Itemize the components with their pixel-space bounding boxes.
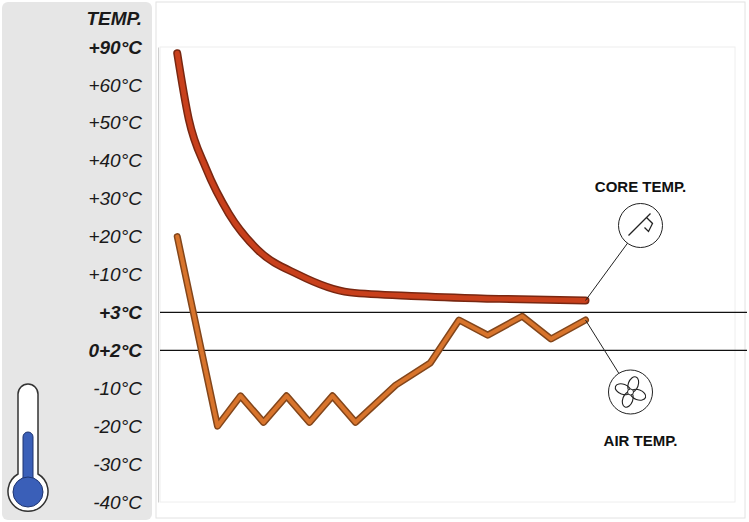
series-outline [177,53,585,300]
series-label: CORE TEMP. [595,178,686,195]
icon-circle [619,204,663,248]
y-tick: +90°C [88,37,158,58]
y-tick-label: +10°C [88,264,142,285]
probe-icon [629,214,653,236]
y-tick: -20°C [93,416,158,437]
y-tick: +60°C [88,74,158,95]
y-tick: -30°C [93,454,158,475]
y-tick-label: +20°C [88,226,142,247]
y-tick: +40°C [88,150,158,171]
series-line [177,53,585,300]
y-tick: +50°C [88,112,158,133]
y-tick-label: +40°C [88,150,142,171]
plot-data [177,53,585,426]
y-tick-label: +90°C [88,37,142,58]
fan-icon [614,375,647,408]
y-tick-label: +60°C [88,74,142,95]
axis-panel [2,2,152,520]
thermometer-icon [8,384,48,511]
y-tick: +20°C [88,226,158,247]
y-tick-label: +3°C [99,302,142,323]
y-tick: +30°C [88,188,158,209]
y-tick: -10°C [93,378,158,399]
y-tick-label: +30°C [88,188,142,209]
y-tick-label: -10°C [93,378,142,399]
y-axis-line [158,48,159,503]
y-tick-label: -20°C [93,416,142,437]
chart: +90°C +60°C +50°C +40°C +30°C +20°C +10°C +3°C 0… [0,0,749,522]
y-tick-label: -40°C [93,492,142,513]
y-tick: 0+2°C [88,340,158,361]
plot-panel [156,2,745,518]
reference-line [160,312,747,313]
icon-circle [609,370,653,414]
y-tick: +10°C [88,264,158,285]
y-tick: -40°C [93,492,158,513]
series-line [177,237,585,427]
plot-frame [160,47,735,502]
y-axis: +90°C +60°C +50°C +40°C +30°C +20°C +10°C +3°C 0… [88,37,158,513]
y-tick-label: -30°C [93,454,142,475]
y-tick-label: +50°C [88,112,142,133]
series-outline [177,237,585,427]
y-tick-label: 0+2°C [88,340,142,361]
y-axis-title: TEMP. [86,8,142,29]
y-tick: +3°C [99,302,158,323]
reference-line [160,350,747,351]
annotations: CORE TEMP. AIR TEMP. [586,178,687,449]
series-label: AIR TEMP. [604,432,678,449]
